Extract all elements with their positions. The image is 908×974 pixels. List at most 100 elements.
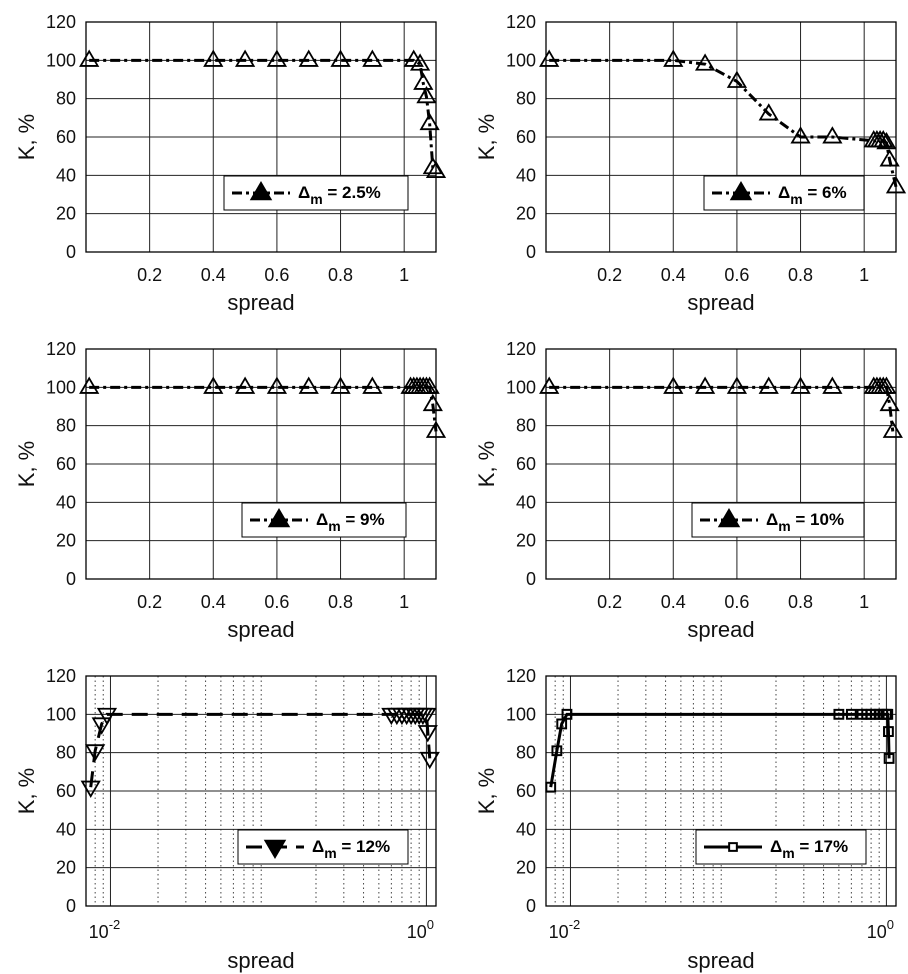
plot-frame <box>85 348 437 580</box>
data-point <box>416 707 437 726</box>
y-axis-label: K, % <box>14 114 39 160</box>
y-tick-label: 60 <box>516 127 536 147</box>
data-point <box>882 420 903 438</box>
data-point <box>79 49 100 67</box>
chart-panel-2: 0 20 40 60 80 100 120 0.2 0.4 0.6 0.8 1 spread K, % Δm… <box>474 12 907 315</box>
data-point <box>234 376 256 394</box>
data-point <box>85 744 106 762</box>
y-tick-label: 20 <box>516 858 536 878</box>
x-tick-label: 10-2 <box>89 917 121 942</box>
data-point <box>266 376 288 394</box>
y-tick-label: 60 <box>56 454 76 474</box>
x-tick-label: 0.8 <box>328 265 353 285</box>
data-point <box>419 376 440 394</box>
legend-marker-sample <box>729 181 753 201</box>
x-tick-label: 1 <box>399 592 409 612</box>
data-point <box>298 49 319 67</box>
series-line <box>549 58 898 188</box>
data-point <box>203 49 224 67</box>
series-line <box>549 385 895 432</box>
legend-marker-sample <box>728 842 738 852</box>
y-tick-label: 0 <box>66 569 76 589</box>
data-point <box>425 160 447 178</box>
data-point <box>790 376 811 394</box>
y-tick-label: 80 <box>516 89 536 109</box>
x-tick-label: 100 <box>407 917 434 942</box>
y-tick-label: 80 <box>516 743 536 763</box>
y-tick-label: 0 <box>526 242 536 262</box>
data-point <box>330 376 351 394</box>
data-point <box>726 70 748 88</box>
data-point <box>663 376 684 394</box>
y-tick-label: 100 <box>506 50 536 70</box>
legend: Δm = 9% <box>241 502 407 538</box>
y-tick-label: 0 <box>66 242 76 262</box>
data-point <box>876 376 897 394</box>
data-point <box>833 708 845 720</box>
plot-frame <box>85 675 437 907</box>
chart-panel-6: 0 20 40 60 80 100 120 10-2 100 spread K, % Δm = 17% <box>474 666 897 973</box>
legend: Δm = 12% <box>237 829 409 865</box>
x-tick-label: 0.2 <box>597 592 622 612</box>
data-point <box>883 726 894 737</box>
data-point <box>879 149 900 167</box>
x-axis-label: spread <box>687 617 754 642</box>
y-tick-label: 60 <box>516 454 536 474</box>
x-tick-label: 0.8 <box>328 592 353 612</box>
chart-panel-3: 0 20 40 60 80 100 120 0.2 0.4 0.6 0.8 1 spread K, % Δm… <box>14 339 447 642</box>
y-axis-label: K, % <box>14 768 39 814</box>
y-tick-label: 100 <box>506 704 536 724</box>
data-point <box>876 131 897 150</box>
data-point <box>726 376 748 394</box>
legend-box <box>237 829 409 865</box>
y-tick-label: 40 <box>516 819 536 839</box>
y-tick-label: 40 <box>516 492 536 512</box>
data-point <box>882 708 894 720</box>
x-tick-label: 0.4 <box>201 592 226 612</box>
x-axis-label: spread <box>687 948 754 973</box>
data-point <box>790 126 811 144</box>
data-point <box>758 103 779 121</box>
y-tick-label: 20 <box>56 204 76 224</box>
x-tick-label: 1 <box>859 592 869 612</box>
data-point <box>694 53 716 71</box>
y-tick-label: 120 <box>506 339 536 359</box>
y-tick-label: 0 <box>526 569 536 589</box>
legend: Δm = 6% <box>703 175 865 211</box>
x-axis-label: spread <box>687 290 754 315</box>
data-point <box>298 376 319 394</box>
data-point <box>822 126 843 144</box>
y-tick-label: 100 <box>46 704 76 724</box>
data-point <box>845 708 857 720</box>
y-axis-label: K, % <box>474 114 499 160</box>
legend-marker-sample <box>717 508 741 528</box>
data-point <box>330 49 351 67</box>
plot-frame <box>545 348 897 580</box>
data-point <box>91 717 112 735</box>
y-tick-label: 120 <box>46 12 76 32</box>
data-point <box>362 49 383 67</box>
y-tick-label: 120 <box>506 12 536 32</box>
x-tick-label: 1 <box>859 265 869 285</box>
data-point <box>417 725 438 743</box>
y-tick-label: 120 <box>46 339 76 359</box>
data-point <box>419 112 440 131</box>
x-tick-label: 0.2 <box>137 265 162 285</box>
data-point <box>873 130 894 148</box>
y-tick-label: 40 <box>516 165 536 185</box>
x-tick-label: 1 <box>399 265 409 285</box>
x-axis-label: spread <box>227 617 294 642</box>
y-axis-label: K, % <box>474 441 499 487</box>
data-point <box>885 176 907 194</box>
data-point <box>539 376 560 394</box>
x-tick-label: 10-2 <box>549 917 581 942</box>
data-point <box>79 376 100 394</box>
data-point <box>96 707 118 726</box>
data-point <box>362 376 383 394</box>
y-tick-label: 120 <box>506 666 536 686</box>
data-point <box>551 745 563 757</box>
data-point <box>416 85 437 104</box>
x-tick-label: 0.2 <box>597 265 622 285</box>
data-point <box>539 49 560 67</box>
